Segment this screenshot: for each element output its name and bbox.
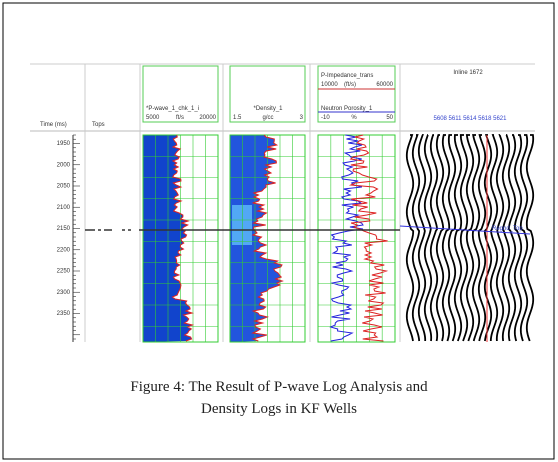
time-label: 2200: [57, 247, 71, 253]
log-curve: [251, 134, 284, 342]
time-label: 2300: [57, 290, 71, 296]
seismic-trace: [501, 134, 511, 342]
seismic-trace: [495, 134, 505, 342]
seismic-trace: [405, 134, 415, 342]
trace-labels: 5608 5611 5614 5618 5621: [434, 116, 508, 122]
caption-line: Density Logs in KF Wells: [201, 401, 357, 417]
track-frame: [229, 134, 306, 343]
time-label: 2250: [57, 269, 71, 275]
time-label: 2050: [57, 184, 71, 190]
fill-area: [230, 135, 283, 342]
seismic-trace: [525, 134, 535, 342]
track-header: [142, 65, 219, 123]
seismic-trace: [417, 134, 427, 342]
seismic-trace: [483, 134, 493, 342]
track-min: 1.5: [233, 115, 242, 121]
seismic-trace: [471, 134, 481, 342]
seismic-trace: [441, 134, 451, 342]
track-frame: [142, 134, 219, 343]
seismic-trace: [513, 134, 523, 342]
seismic-trace: [447, 134, 457, 342]
track-unit: g/cc: [262, 115, 273, 121]
seismic-trace: [411, 134, 421, 342]
seismic-title: Inline 1672: [453, 70, 483, 76]
track-max: 3: [300, 115, 304, 121]
seismic-trace: [507, 134, 517, 342]
seismic-trace: [423, 134, 433, 342]
log-plots: 1950 2000 2050 2100 2150 2200 2250 2300 2350: [57, 134, 535, 343]
track-header: [229, 65, 306, 123]
seismic-trace: [489, 134, 499, 342]
seismic-trace: [429, 134, 439, 342]
time-label: 2100: [57, 205, 71, 211]
log-panel: [30, 64, 535, 342]
track-name: *Density_1: [253, 106, 283, 112]
track-max: 60000: [376, 82, 393, 88]
track-name: Neutron Porosity_1: [321, 106, 373, 112]
track-frame: [317, 134, 396, 343]
track-min: 5000: [146, 115, 160, 121]
fill-light: [232, 205, 252, 245]
seismic-trace: [459, 134, 469, 342]
log-curve: [329, 134, 364, 342]
time-label: 2000: [57, 162, 71, 168]
track-max: 20000: [199, 115, 216, 121]
horizon-label: Regnd_Top: [492, 226, 523, 232]
track-name: *P-wave_1_chk_1_i: [146, 106, 199, 112]
log-curve: [348, 134, 389, 342]
track-unit: %: [351, 115, 357, 121]
seismic-trace: [519, 134, 529, 342]
track-unit: ft/s: [176, 115, 184, 121]
time-label: 1950: [57, 141, 71, 147]
caption-line: Figure 4: The Result of P-wave Log Analy…: [130, 379, 428, 395]
seismic-trace: [477, 134, 487, 342]
track-min: -10: [321, 115, 330, 121]
track-max: 50: [386, 115, 393, 121]
header-lines: [84, 64, 401, 342]
track-header: [317, 65, 396, 123]
track-unit: (ft/s): [344, 82, 356, 88]
seismic-trace: [453, 134, 463, 342]
tops-title: Tops: [92, 122, 105, 128]
time-label: 2150: [57, 226, 71, 232]
log-curve: [171, 134, 195, 342]
track-min: 10000: [321, 82, 338, 88]
track-name: P-Impedance_trans: [321, 73, 373, 79]
horizon-line: [399, 225, 531, 235]
seismic-trace: [465, 134, 475, 342]
time-label: 2350: [57, 311, 71, 317]
seismic-trace: [435, 134, 445, 342]
axis-title: Time (ms): [40, 122, 67, 128]
